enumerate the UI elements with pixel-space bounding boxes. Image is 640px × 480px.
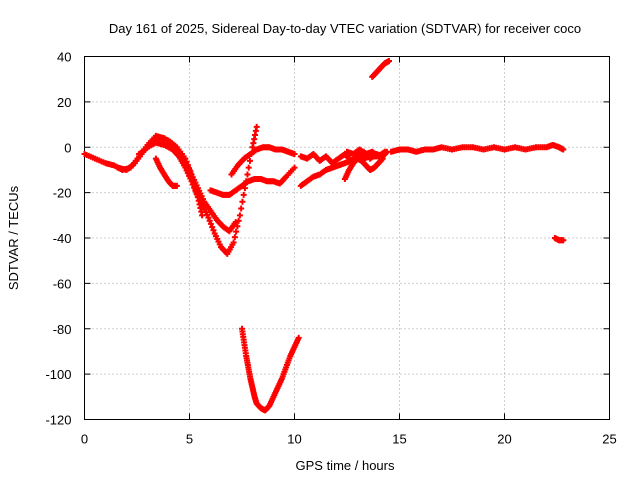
- tick-labels: 0 5 10 15 20 25 40 20 0 -20 -40 -60 -80 -100 -120: [45, 50, 616, 447]
- data-points: [81, 58, 567, 414]
- data-point: [233, 228, 240, 235]
- data-point: [240, 191, 247, 198]
- x-tick-label: 25: [602, 432, 616, 447]
- series-arc-13: [369, 58, 392, 80]
- data-point: [238, 205, 245, 212]
- chart-title: Day 161 of 2025, Sidereal Day-to-day VTE…: [109, 21, 581, 36]
- axis-ticks: [84, 56, 610, 420]
- data-point: [295, 334, 302, 341]
- data-point: [386, 58, 392, 65]
- y-tick-label: 0: [64, 140, 71, 155]
- data-point: [230, 239, 237, 246]
- data-point: [173, 182, 180, 189]
- data-point: [291, 164, 298, 171]
- data-point: [246, 157, 253, 164]
- y-tick-label: -20: [53, 186, 72, 201]
- data-point: [205, 214, 212, 221]
- data-point: [291, 151, 298, 158]
- data-point: [236, 212, 243, 219]
- data-point: [253, 123, 260, 130]
- data-point: [381, 148, 388, 155]
- data-point: [210, 227, 217, 234]
- data-point: [206, 217, 213, 224]
- y-tick-label: -40: [53, 231, 72, 246]
- data-point: [244, 171, 251, 178]
- series-arc-11: [341, 155, 386, 183]
- x-tick-label: 10: [287, 432, 301, 447]
- data-point: [199, 212, 206, 219]
- x-tick-label: 15: [392, 432, 406, 447]
- y-tick-label: -100: [45, 367, 71, 382]
- data-point: [231, 234, 238, 241]
- data-point: [232, 219, 239, 226]
- series-arc-6: [207, 164, 298, 198]
- x-tick-label: 0: [81, 432, 88, 447]
- data-point: [560, 146, 567, 153]
- data-point: [560, 237, 567, 244]
- grid-lines: [84, 56, 610, 420]
- y-tick-label: -120: [45, 413, 71, 428]
- y-tick-label: -60: [53, 276, 72, 291]
- series-arc-8: [239, 325, 302, 414]
- series-arc-4: [152, 155, 180, 189]
- series-arc-14: [388, 141, 567, 155]
- x-tick-label: 5: [186, 432, 193, 447]
- series-arc-5: [165, 139, 206, 219]
- y-axis-label: SDTVAR / TECUs: [6, 185, 21, 290]
- y-tick-label: 20: [57, 95, 71, 110]
- x-axis-label: GPS time / hours: [296, 458, 395, 473]
- series-arc-15: [551, 235, 567, 244]
- series-arc-12: [344, 146, 388, 160]
- data-point: [239, 198, 246, 205]
- y-tick-label: -80: [53, 322, 72, 337]
- series-arc-7: [228, 144, 298, 178]
- y-tick-label: 40: [57, 50, 71, 65]
- data-point: [245, 164, 252, 171]
- plot-frame: [84, 56, 610, 420]
- data-point: [207, 220, 214, 227]
- x-tick-label: 20: [497, 432, 511, 447]
- data-point: [209, 224, 216, 231]
